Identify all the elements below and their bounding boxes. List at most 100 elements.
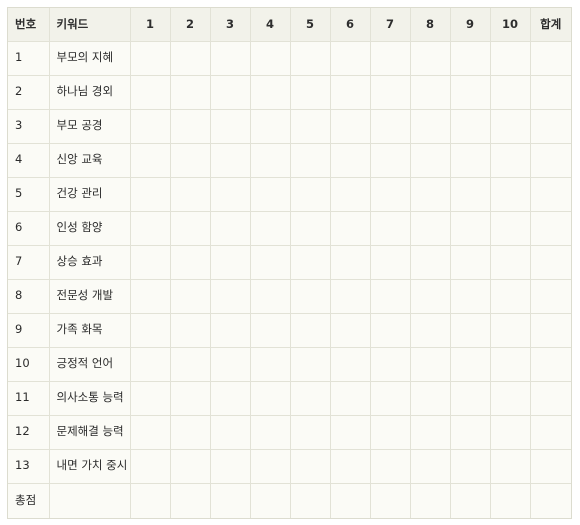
score-cell[interactable]	[290, 211, 331, 246]
total-score-cell[interactable]	[490, 483, 531, 518]
row-sum-cell[interactable]	[530, 415, 571, 450]
score-cell[interactable]	[370, 245, 411, 280]
score-cell[interactable]	[290, 177, 331, 212]
score-cell[interactable]	[370, 143, 411, 178]
score-cell[interactable]	[210, 279, 251, 314]
score-cell[interactable]	[170, 75, 211, 110]
score-cell[interactable]	[450, 75, 491, 110]
total-score-cell[interactable]	[330, 483, 371, 518]
score-cell[interactable]	[290, 75, 331, 110]
score-cell[interactable]	[210, 211, 251, 246]
score-cell[interactable]	[490, 449, 531, 484]
score-cell[interactable]	[410, 109, 451, 144]
score-cell[interactable]	[490, 75, 531, 110]
score-cell[interactable]	[290, 245, 331, 280]
score-cell[interactable]	[370, 211, 411, 246]
row-sum-cell[interactable]	[530, 75, 571, 110]
score-cell[interactable]	[450, 41, 491, 76]
score-cell[interactable]	[410, 177, 451, 212]
score-cell[interactable]	[130, 279, 171, 314]
score-cell[interactable]	[370, 415, 411, 450]
score-cell[interactable]	[210, 109, 251, 144]
score-cell[interactable]	[450, 415, 491, 450]
score-cell[interactable]	[450, 313, 491, 348]
score-cell[interactable]	[410, 245, 451, 280]
score-cell[interactable]	[450, 449, 491, 484]
score-cell[interactable]	[290, 415, 331, 450]
score-cell[interactable]	[330, 109, 371, 144]
score-cell[interactable]	[410, 279, 451, 314]
score-cell[interactable]	[450, 347, 491, 382]
score-cell[interactable]	[410, 143, 451, 178]
score-cell[interactable]	[210, 347, 251, 382]
score-cell[interactable]	[250, 211, 291, 246]
score-cell[interactable]	[170, 279, 211, 314]
score-cell[interactable]	[490, 109, 531, 144]
score-cell[interactable]	[250, 75, 291, 110]
score-cell[interactable]	[370, 313, 411, 348]
score-cell[interactable]	[130, 143, 171, 178]
score-cell[interactable]	[170, 143, 211, 178]
score-cell[interactable]	[250, 143, 291, 178]
score-cell[interactable]	[450, 279, 491, 314]
score-cell[interactable]	[170, 245, 211, 280]
score-cell[interactable]	[210, 415, 251, 450]
score-cell[interactable]	[130, 449, 171, 484]
score-cell[interactable]	[250, 347, 291, 382]
score-cell[interactable]	[410, 381, 451, 416]
total-score-cell[interactable]	[370, 483, 411, 518]
score-cell[interactable]	[210, 449, 251, 484]
score-cell[interactable]	[410, 347, 451, 382]
score-cell[interactable]	[130, 415, 171, 450]
row-sum-cell[interactable]	[530, 347, 571, 382]
score-cell[interactable]	[330, 211, 371, 246]
row-sum-cell[interactable]	[530, 143, 571, 178]
total-score-cell[interactable]	[290, 483, 331, 518]
score-cell[interactable]	[210, 381, 251, 416]
score-cell[interactable]	[130, 347, 171, 382]
score-cell[interactable]	[210, 75, 251, 110]
score-cell[interactable]	[170, 381, 211, 416]
score-cell[interactable]	[250, 381, 291, 416]
total-score-cell[interactable]	[170, 483, 211, 518]
total-sum-cell[interactable]	[530, 483, 571, 518]
score-cell[interactable]	[170, 41, 211, 76]
score-cell[interactable]	[410, 75, 451, 110]
score-cell[interactable]	[410, 211, 451, 246]
score-cell[interactable]	[130, 177, 171, 212]
score-cell[interactable]	[490, 415, 531, 450]
row-sum-cell[interactable]	[530, 313, 571, 348]
score-cell[interactable]	[170, 177, 211, 212]
score-cell[interactable]	[330, 245, 371, 280]
score-cell[interactable]	[210, 177, 251, 212]
score-cell[interactable]	[250, 109, 291, 144]
score-cell[interactable]	[330, 75, 371, 110]
score-cell[interactable]	[130, 41, 171, 76]
score-cell[interactable]	[450, 381, 491, 416]
total-score-cell[interactable]	[410, 483, 451, 518]
score-cell[interactable]	[450, 177, 491, 212]
score-cell[interactable]	[490, 381, 531, 416]
score-cell[interactable]	[210, 313, 251, 348]
row-sum-cell[interactable]	[530, 41, 571, 76]
score-cell[interactable]	[330, 177, 371, 212]
score-cell[interactable]	[290, 143, 331, 178]
score-cell[interactable]	[450, 143, 491, 178]
total-score-cell[interactable]	[450, 483, 491, 518]
row-sum-cell[interactable]	[530, 245, 571, 280]
score-cell[interactable]	[330, 143, 371, 178]
score-cell[interactable]	[290, 449, 331, 484]
total-score-cell[interactable]	[250, 483, 291, 518]
row-sum-cell[interactable]	[530, 109, 571, 144]
score-cell[interactable]	[170, 211, 211, 246]
score-cell[interactable]	[370, 449, 411, 484]
score-cell[interactable]	[330, 347, 371, 382]
score-cell[interactable]	[250, 449, 291, 484]
row-sum-cell[interactable]	[530, 177, 571, 212]
score-cell[interactable]	[370, 279, 411, 314]
score-cell[interactable]	[290, 347, 331, 382]
score-cell[interactable]	[410, 449, 451, 484]
score-cell[interactable]	[330, 41, 371, 76]
score-cell[interactable]	[370, 177, 411, 212]
score-cell[interactable]	[210, 41, 251, 76]
